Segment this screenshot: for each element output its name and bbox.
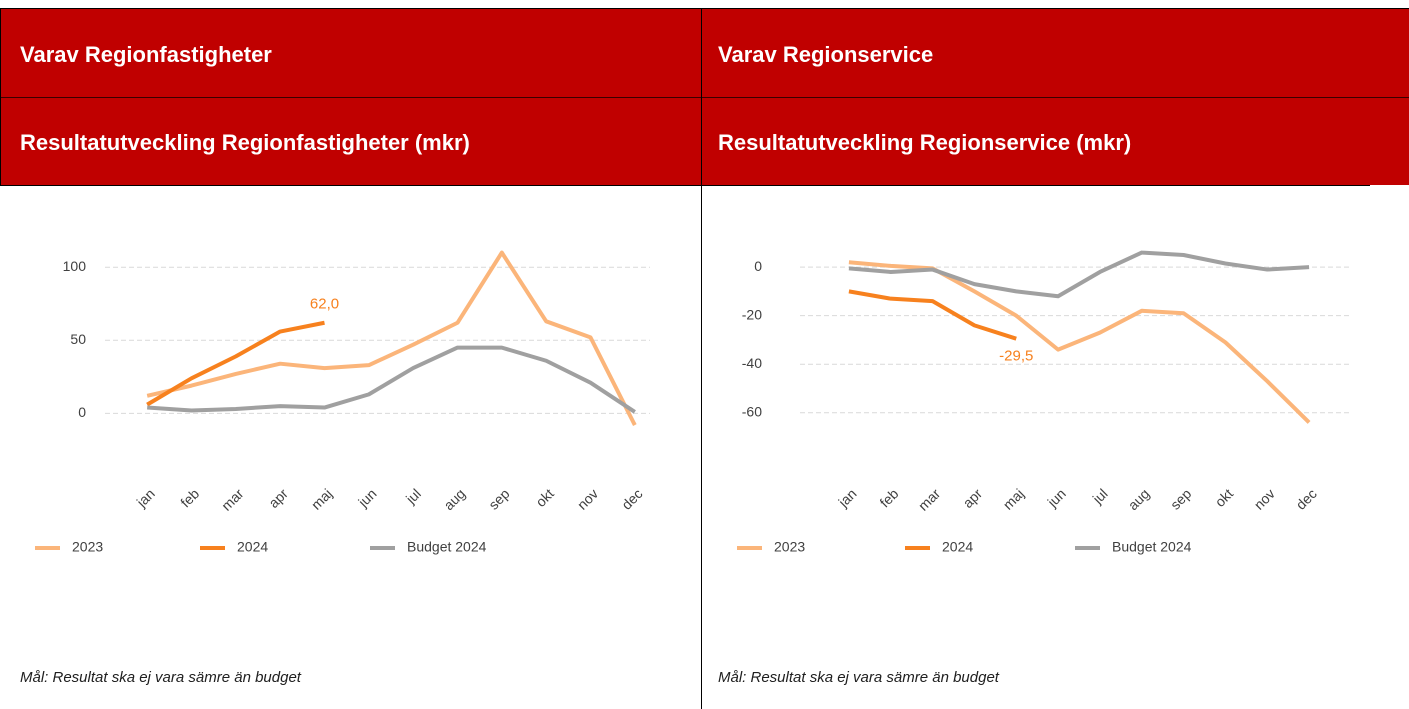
legend-label: Budget 2024 bbox=[407, 539, 487, 555]
series-line bbox=[147, 345, 636, 414]
x-tick-label: dec bbox=[1293, 485, 1320, 512]
x-tick-label: aug bbox=[1125, 485, 1153, 513]
x-tick-label: okt bbox=[1212, 485, 1237, 510]
x-tick-label: jul bbox=[402, 485, 424, 507]
x-tick-label: nov bbox=[1251, 485, 1278, 512]
x-tick-label: apr bbox=[960, 485, 986, 511]
x-tick-label: sep bbox=[485, 485, 512, 512]
header: Varav Regionservice bbox=[718, 42, 933, 67]
x-tick-label: maj bbox=[1000, 485, 1027, 512]
y-tick-label: 0 bbox=[78, 404, 86, 420]
x-tick-label: dec bbox=[618, 485, 645, 512]
legend-label: 2024 bbox=[237, 539, 268, 555]
note: Mål: Resultat ska ej vara sämre än budge… bbox=[20, 669, 302, 686]
data-label: 62,0 bbox=[310, 296, 339, 313]
y-tick-label: 0 bbox=[754, 258, 762, 274]
x-tick-label: jun bbox=[1044, 485, 1069, 510]
y-tick-label: -60 bbox=[742, 403, 762, 419]
x-tick-label: jun bbox=[354, 485, 379, 510]
subheader: Resultatutveckling Regionservice (mkr) bbox=[718, 130, 1131, 155]
x-tick-label: jan bbox=[834, 485, 859, 510]
legend-label: 2023 bbox=[774, 539, 805, 555]
legend-label: Budget 2024 bbox=[1112, 539, 1192, 555]
note: Mål: Resultat ska ej vara sämre än budge… bbox=[718, 669, 1000, 686]
x-tick-label: nov bbox=[574, 485, 601, 512]
x-tick-label: okt bbox=[532, 485, 557, 510]
legend-label: 2024 bbox=[942, 539, 973, 555]
x-tick-label: apr bbox=[265, 485, 291, 511]
header: Varav Regionfastigheter bbox=[20, 42, 272, 67]
x-tick-label: jan bbox=[133, 485, 158, 510]
x-tick-label: mar bbox=[218, 485, 247, 514]
series-line bbox=[848, 260, 1311, 424]
x-tick-label: aug bbox=[440, 485, 468, 513]
series-line bbox=[848, 289, 1017, 341]
data-label: -29,5 bbox=[999, 348, 1033, 365]
series-line bbox=[146, 320, 325, 407]
subheader: Resultatutveckling Regionfastigheter (mk… bbox=[20, 130, 470, 155]
x-tick-label: jul bbox=[1089, 485, 1111, 507]
x-tick-label: mar bbox=[915, 485, 944, 514]
y-tick-label: 100 bbox=[63, 258, 87, 274]
x-tick-label: maj bbox=[308, 485, 335, 512]
x-tick-label: feb bbox=[876, 485, 901, 510]
y-tick-label: -40 bbox=[742, 355, 762, 371]
y-tick-label: -20 bbox=[742, 306, 762, 322]
series-line bbox=[146, 250, 637, 426]
x-tick-label: sep bbox=[1167, 485, 1194, 512]
x-tick-label: feb bbox=[177, 485, 202, 510]
series-line bbox=[848, 250, 1310, 299]
y-tick-label: 50 bbox=[70, 331, 86, 347]
header-band bbox=[0, 8, 1409, 185]
legend-label: 2023 bbox=[72, 539, 103, 555]
